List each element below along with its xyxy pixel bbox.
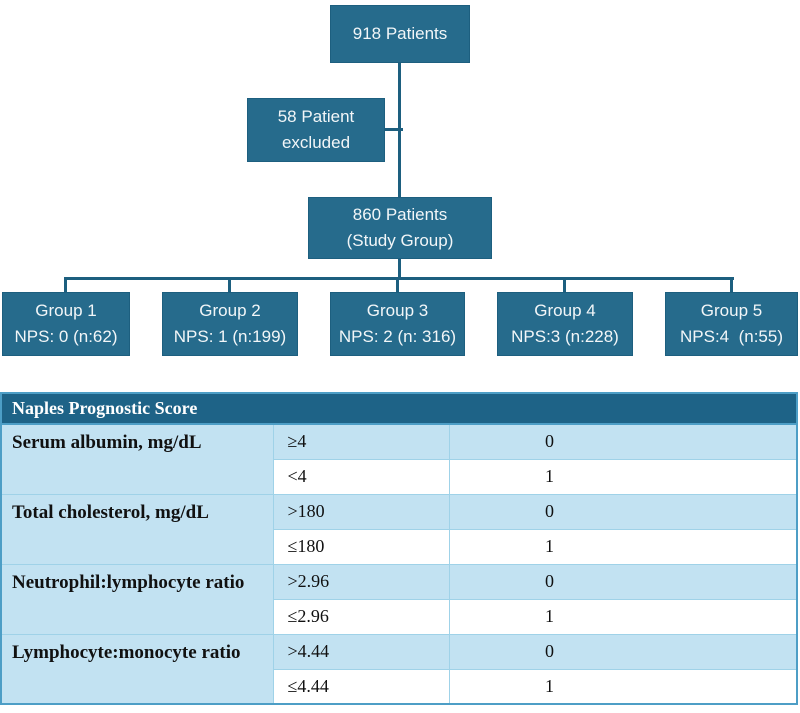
- connector-drop-group2: [228, 277, 231, 292]
- flowchart-box-study-group: 860 Patients (Study Group): [308, 197, 492, 259]
- score-cell: 1: [448, 598, 798, 635]
- score-value: 1: [545, 606, 554, 626]
- group2-name: Group 2: [199, 301, 261, 320]
- score-value: 1: [545, 536, 554, 556]
- table-row: ≤2.96 1: [1, 598, 798, 635]
- score-cell: 0: [448, 493, 798, 530]
- threshold-cell: >4.44: [272, 633, 450, 670]
- group1-name: Group 1: [35, 301, 97, 320]
- score-value: 0: [545, 641, 554, 661]
- threshold-cell: ≤2.96: [272, 598, 450, 635]
- group3-nps: NPS: 2 (n: 316): [338, 327, 457, 346]
- group2-nps: NPS: 1 (n:199): [173, 327, 287, 346]
- score-cell: 0: [448, 633, 798, 670]
- table-row: Lymphocyte:monocyte ratio >4.44 0: [0, 633, 798, 705]
- flowchart-box-group2: Group 2 NPS: 1 (n:199): [162, 292, 298, 356]
- threshold-cell: ≥4: [272, 423, 450, 460]
- total-patients-label: 918 Patients: [352, 24, 448, 43]
- parameter-total-cholesterol: Total cholesterol, mg/dL: [0, 493, 274, 565]
- flowchart-box-excluded: 58 Patient excluded: [247, 98, 385, 162]
- score-value: 1: [545, 466, 554, 486]
- group1-nps: NPS: 0 (n:62): [14, 327, 118, 346]
- score-cell: 1: [448, 668, 798, 705]
- threshold-cell: >180: [272, 493, 450, 530]
- group4-name: Group 4: [534, 301, 596, 320]
- score-cell: 0: [448, 423, 798, 460]
- group5-name: Group 5: [700, 301, 763, 320]
- flowchart-box-group3: Group 3 NPS: 2 (n: 316): [330, 292, 465, 356]
- score-cell: 1: [448, 458, 798, 495]
- table-row: Neutrophil:lymphocyte ratio >2.96 0: [0, 563, 798, 635]
- flowchart-box-group4: Group 4 NPS:3 (n:228): [497, 292, 633, 356]
- table-title: Naples Prognostic Score: [0, 392, 798, 425]
- connector-drop-group5: [730, 277, 733, 292]
- study-group-line2: (Study Group): [346, 231, 454, 250]
- connector-drop-group4: [563, 277, 566, 292]
- excluded-line2: excluded: [281, 133, 351, 152]
- table-row: ≤180 1: [1, 528, 798, 565]
- score-cell: 1: [448, 528, 798, 565]
- connector-drop-group3: [396, 277, 399, 292]
- table-header-row: Naples Prognostic Score: [0, 392, 798, 425]
- threshold-cell: ≤4.44: [272, 668, 450, 705]
- connector-excluded-branch: [385, 128, 403, 131]
- table-row: Serum albumin, mg/dL ≥4 0: [0, 423, 798, 495]
- study-group-line1: 860 Patients: [352, 205, 448, 224]
- flowchart-box-group5: Group 5 NPS:4 (n:55): [665, 292, 798, 356]
- flowchart-box-total-patients: 918 Patients: [330, 5, 470, 63]
- table-row: Total cholesterol, mg/dL >180 0: [0, 493, 798, 565]
- score-value: 0: [545, 571, 554, 591]
- table-row: ≤4.44 1: [1, 668, 798, 705]
- group3-name: Group 3: [366, 301, 429, 320]
- group4-nps: NPS:3 (n:228): [511, 327, 619, 346]
- group5-nps: NPS:4 (n:55): [680, 327, 783, 346]
- parameter-lmr: Lymphocyte:monocyte ratio: [0, 633, 274, 705]
- connector-860-to-branch: [398, 259, 401, 279]
- parameter-serum-albumin: Serum albumin, mg/dL: [0, 423, 274, 495]
- score-value: 0: [545, 431, 554, 452]
- naples-score-table: Naples Prognostic Score Serum albumin, m…: [0, 392, 798, 705]
- table-row: <4 1: [1, 458, 798, 495]
- score-cell: 0: [448, 563, 798, 600]
- score-value: 0: [545, 501, 554, 521]
- threshold-cell: <4: [272, 458, 450, 495]
- connector-branch-horizontal: [64, 277, 734, 280]
- threshold-cell: >2.96: [272, 563, 450, 600]
- parameter-nlr: Neutrophil:lymphocyte ratio: [0, 563, 274, 635]
- connector-drop-group1: [64, 277, 67, 292]
- threshold-cell: ≤180: [272, 528, 450, 565]
- score-value: 1: [545, 675, 554, 696]
- flowchart-box-group1: Group 1 NPS: 0 (n:62): [2, 292, 130, 356]
- excluded-line1: 58 Patient: [277, 107, 355, 126]
